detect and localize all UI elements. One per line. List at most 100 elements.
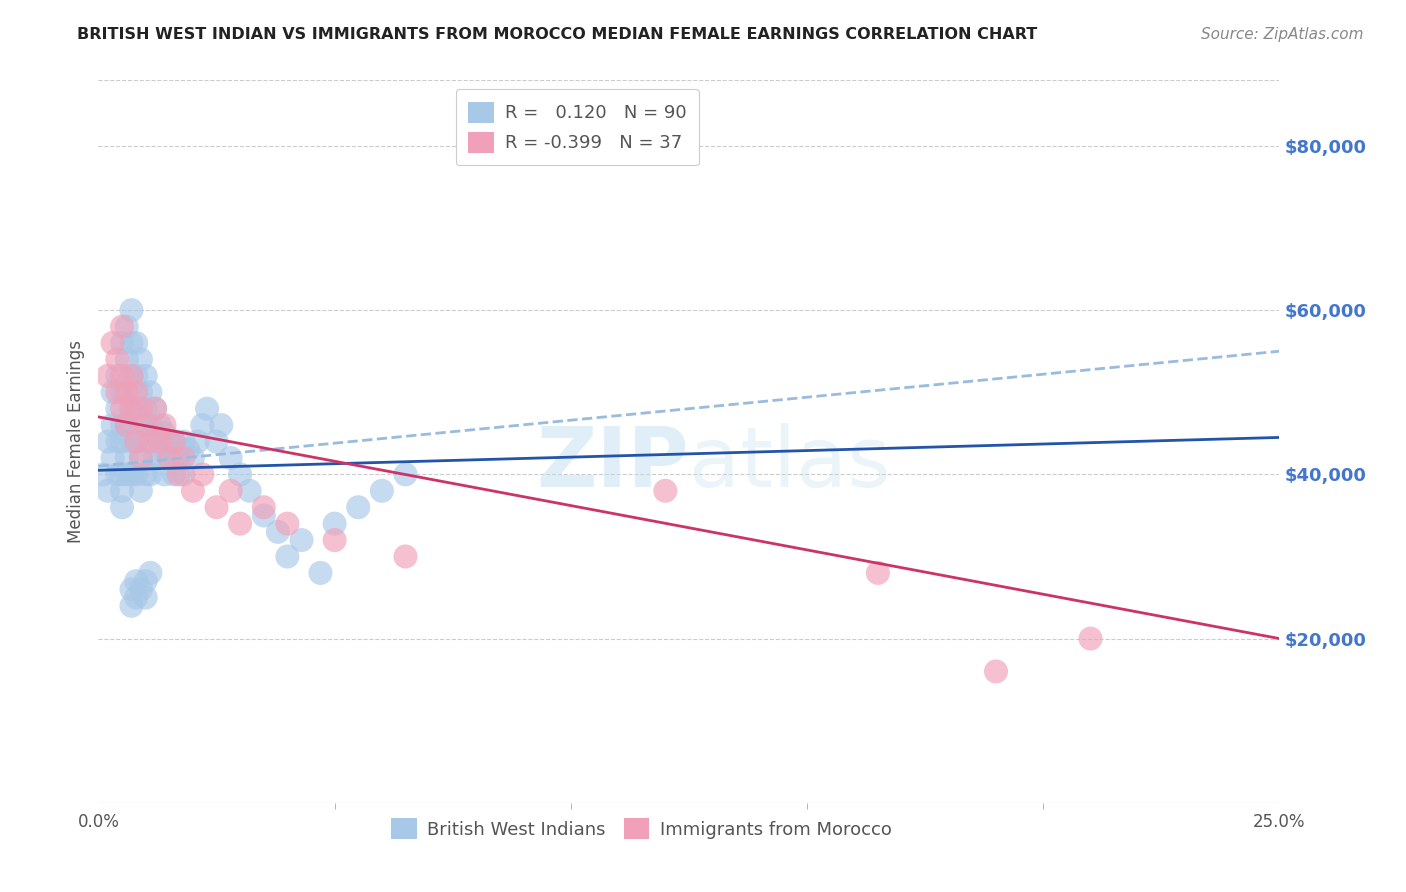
Point [143, 401, 166, 416]
Point [111, 319, 134, 334]
Point [111, 483, 134, 498]
Point [654, 483, 676, 498]
Point [139, 467, 162, 482]
Point [253, 500, 276, 515]
Point [139, 434, 162, 449]
Point [163, 434, 186, 449]
Point [125, 368, 148, 383]
Point [111, 500, 134, 515]
Point [111, 467, 134, 482]
Point [121, 467, 143, 482]
Point [121, 401, 143, 416]
Point [167, 467, 190, 482]
Point [111, 401, 134, 416]
Point [129, 385, 152, 400]
Point [253, 508, 276, 523]
Point [121, 599, 143, 613]
Point [111, 336, 134, 351]
Point [125, 434, 148, 449]
Point [97, 483, 120, 498]
Y-axis label: Median Female Earnings: Median Female Earnings [66, 340, 84, 543]
Point [276, 516, 298, 531]
Point [105, 368, 128, 383]
Point [153, 467, 176, 482]
Point [149, 450, 172, 465]
Point [125, 401, 148, 416]
Point [229, 516, 252, 531]
Point [101, 450, 124, 465]
Point [101, 336, 124, 351]
Point [125, 591, 148, 605]
Text: atlas: atlas [689, 423, 890, 504]
Point [135, 368, 157, 383]
Point [115, 450, 138, 465]
Point [149, 418, 172, 433]
Point [111, 368, 134, 383]
Point [129, 582, 152, 597]
Point [105, 467, 128, 482]
Point [139, 385, 162, 400]
Point [195, 401, 218, 416]
Point [172, 434, 194, 449]
Point [121, 368, 143, 383]
Point [111, 434, 134, 449]
Point [121, 368, 143, 383]
Point [866, 566, 889, 580]
Point [111, 385, 134, 400]
Point [115, 385, 138, 400]
Point [125, 467, 148, 482]
Point [121, 303, 143, 318]
Point [1080, 632, 1102, 646]
Point [149, 434, 172, 449]
Point [163, 467, 186, 482]
Point [105, 434, 128, 449]
Point [153, 426, 176, 441]
Point [187, 434, 209, 449]
Point [219, 450, 242, 465]
Point [125, 385, 148, 400]
Point [125, 336, 148, 351]
Point [205, 500, 228, 515]
Point [135, 401, 157, 416]
Point [163, 434, 186, 449]
Point [129, 450, 152, 465]
Legend: British West Indians, Immigrants from Morocco: British West Indians, Immigrants from Mo… [382, 809, 901, 848]
Point [157, 434, 180, 449]
Point [121, 434, 143, 449]
Point [115, 319, 138, 334]
Point [135, 467, 157, 482]
Point [323, 533, 346, 547]
Point [157, 450, 180, 465]
Point [191, 418, 214, 433]
Point [135, 418, 157, 433]
Point [239, 483, 262, 498]
Point [129, 401, 152, 416]
Point [172, 450, 194, 465]
Point [105, 401, 128, 416]
Point [143, 401, 166, 416]
Point [115, 385, 138, 400]
Point [115, 352, 138, 367]
Point [181, 450, 204, 465]
Point [121, 582, 143, 597]
Point [229, 467, 252, 482]
Point [276, 549, 298, 564]
Text: Source: ZipAtlas.com: Source: ZipAtlas.com [1201, 27, 1364, 42]
Point [157, 450, 180, 465]
Point [172, 467, 194, 482]
Point [153, 442, 176, 457]
Point [139, 434, 162, 449]
Point [91, 467, 114, 482]
Point [139, 566, 162, 580]
Point [984, 665, 1007, 679]
Point [139, 418, 162, 433]
Point [125, 574, 148, 588]
Point [267, 524, 290, 539]
Point [219, 483, 242, 498]
Point [323, 516, 346, 531]
Point [143, 450, 166, 465]
Point [121, 401, 143, 416]
Point [101, 418, 124, 433]
Point [115, 467, 138, 482]
Point [181, 483, 204, 498]
